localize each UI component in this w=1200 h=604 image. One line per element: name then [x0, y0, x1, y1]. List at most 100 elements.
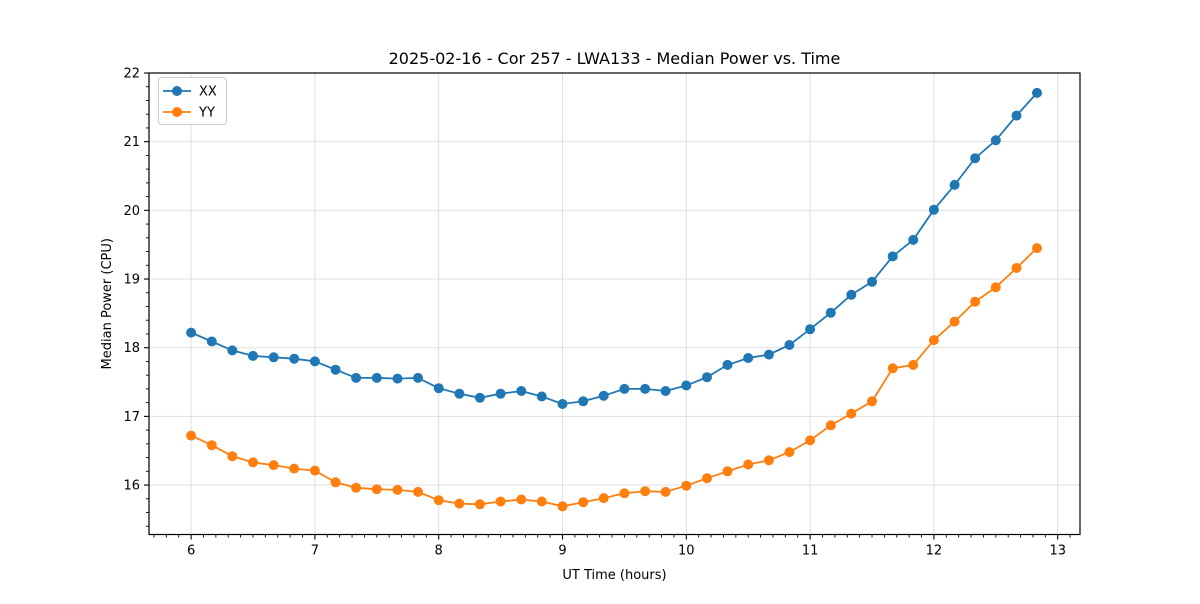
data-point-marker	[846, 289, 857, 300]
data-point-marker	[309, 356, 320, 367]
y-tick-label: 18	[123, 341, 140, 356]
data-point-marker	[619, 383, 630, 394]
legend-item-label: YY	[198, 106, 215, 121]
data-point-marker	[206, 440, 217, 451]
chart-title: 2025-02-16 - Cor 257 - LWA133 - Median P…	[389, 49, 841, 68]
x-tick-label: 6	[187, 544, 195, 559]
data-point-marker	[536, 496, 547, 507]
data-point-marker	[640, 383, 651, 394]
data-point-marker	[1032, 243, 1042, 254]
data-point-marker	[784, 447, 795, 458]
data-point-marker	[227, 451, 238, 462]
data-point-marker	[702, 473, 712, 484]
data-point-marker	[557, 399, 568, 409]
data-point-marker	[495, 496, 506, 507]
data-point-marker	[867, 396, 877, 407]
data-point-marker	[928, 335, 939, 346]
data-point-marker	[413, 372, 423, 383]
data-point-marker	[640, 486, 651, 497]
data-point-marker	[268, 352, 279, 363]
data-point-marker	[536, 391, 547, 402]
data-point-marker	[660, 486, 671, 497]
data-point-marker	[702, 372, 712, 383]
grid-lines	[149, 72, 1080, 535]
data-point-marker	[970, 296, 981, 307]
data-point-marker	[1011, 263, 1022, 273]
x-tick-label: 12	[926, 544, 943, 559]
data-point-marker	[371, 372, 382, 383]
data-point-marker	[743, 353, 754, 363]
data-point-marker	[268, 460, 279, 471]
legend-item-label: XX	[199, 85, 217, 100]
data-point-marker	[970, 153, 981, 164]
data-point-marker	[722, 359, 733, 370]
data-point-marker	[330, 477, 341, 488]
data-point-marker	[289, 463, 300, 474]
data-point-marker	[289, 353, 300, 364]
data-point-marker	[867, 276, 877, 287]
series-xx	[186, 87, 1042, 409]
data-point-marker	[351, 372, 362, 383]
data-point-marker	[681, 480, 692, 491]
x-tick-label: 7	[311, 544, 319, 559]
data-point-marker	[1011, 110, 1022, 121]
y-tick-label: 20	[123, 204, 140, 219]
data-point-marker	[371, 484, 382, 495]
data-point-marker	[598, 493, 609, 504]
data-point-marker	[186, 327, 197, 338]
data-point-marker	[206, 336, 217, 347]
x-axis-label: UT Time (hours)	[562, 568, 666, 583]
data-point-marker	[660, 386, 671, 396]
data-point-marker	[227, 345, 238, 356]
data-point-marker	[990, 282, 1001, 293]
series-yy	[186, 243, 1042, 512]
x-tick-label: 9	[558, 544, 566, 559]
data-point-marker	[516, 386, 527, 396]
data-point-marker	[825, 307, 836, 318]
data-point-marker	[433, 383, 444, 394]
data-point-marker	[722, 466, 733, 477]
data-point-marker	[557, 501, 568, 512]
data-point-marker	[681, 380, 692, 391]
data-point-marker	[990, 135, 1001, 146]
data-point-marker	[784, 340, 795, 350]
tick-labels: 6 7 8 9 10 11 12 13 16 17 18 19 20 21 22	[123, 67, 1066, 559]
data-point-marker	[516, 494, 527, 505]
data-point-marker	[330, 364, 341, 375]
data-point-marker	[495, 388, 506, 399]
legend-marker	[172, 86, 182, 96]
x-tick-label: 13	[1049, 544, 1066, 559]
data-point-marker	[763, 455, 774, 466]
data-point-marker	[928, 204, 939, 215]
x-tick-label: 10	[678, 544, 695, 559]
data-point-marker	[743, 459, 754, 470]
data-point-marker	[578, 396, 589, 407]
data-point-marker	[887, 251, 898, 262]
data-point-marker	[474, 499, 485, 510]
data-point-marker	[474, 392, 485, 403]
data-point-marker	[433, 495, 444, 506]
data-point-marker	[949, 179, 960, 190]
data-point-marker	[351, 482, 362, 493]
legend-marker	[172, 107, 182, 117]
data-point-marker	[392, 373, 403, 384]
data-point-marker	[887, 363, 898, 374]
legend: XX YY	[158, 77, 227, 125]
data-point-marker	[186, 430, 197, 441]
data-point-marker	[805, 324, 816, 335]
y-axis-label: Median Power (CPU)	[100, 238, 115, 369]
y-tick-label: 22	[123, 67, 140, 82]
data-point-marker	[908, 234, 919, 245]
data-point-marker	[248, 457, 258, 468]
data-point-marker	[1032, 87, 1042, 98]
x-tick-label: 8	[435, 544, 443, 559]
data-point-marker	[763, 349, 774, 360]
data-point-marker	[392, 484, 403, 495]
y-tick-label: 16	[123, 479, 140, 494]
y-tick-label: 21	[123, 135, 140, 150]
y-tick-label: 17	[123, 410, 140, 425]
data-point-marker	[578, 497, 589, 508]
x-tick-label: 11	[802, 544, 819, 559]
